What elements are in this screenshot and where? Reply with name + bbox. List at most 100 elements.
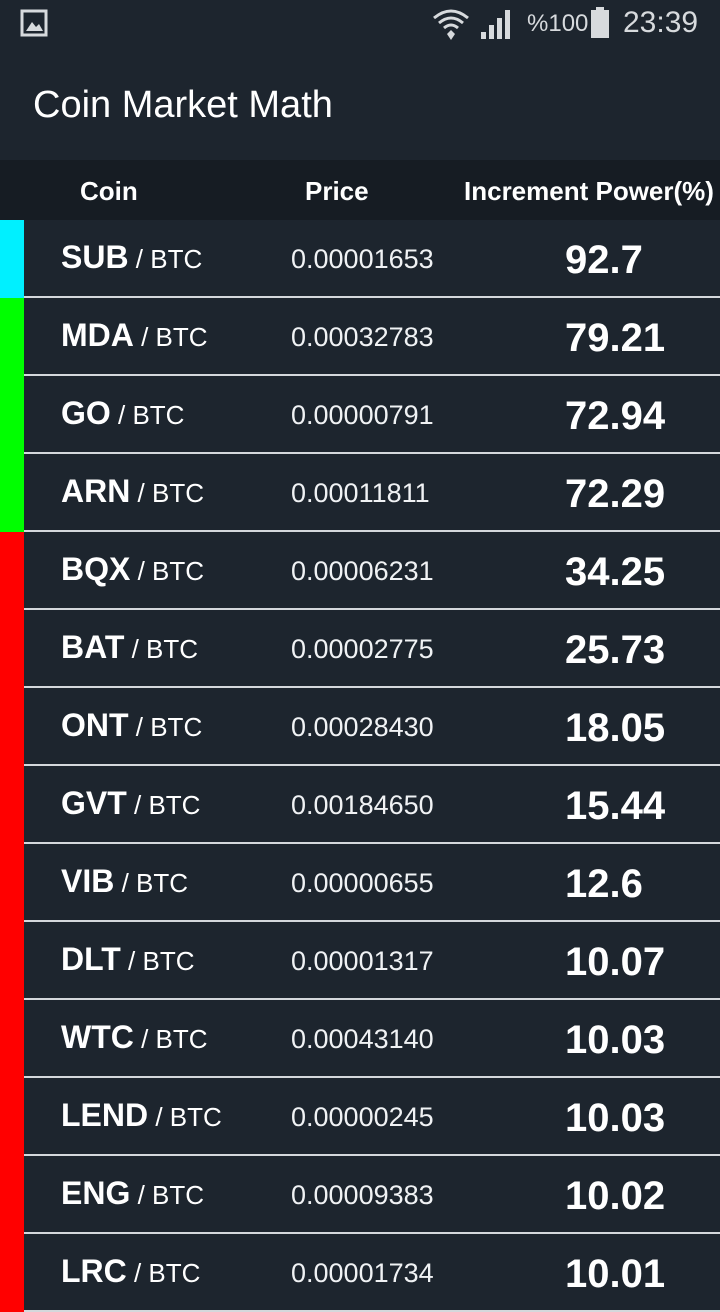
trend-color-bar [0, 454, 24, 532]
coin-symbol: ENG [61, 1175, 131, 1211]
trend-color-bar [0, 844, 24, 922]
coin-row[interactable]: WTC / BTC 0.00043140 10.03 [0, 1000, 720, 1078]
coin-price: 0.00000655 [291, 868, 434, 898]
quote-currency: / BTC [124, 634, 199, 664]
trend-color-bar [0, 1156, 24, 1234]
trend-color-bar [0, 610, 24, 688]
trend-color-bar [0, 220, 24, 298]
trend-color-bar [0, 766, 24, 844]
increment-power: 10.01 [565, 1252, 666, 1296]
increment-power: 12.6 [565, 862, 643, 906]
coin-symbol: DLT [61, 941, 121, 977]
increment-power: 79.21 [565, 316, 666, 360]
coin-row[interactable]: MDA / BTC 0.00032783 79.21 [0, 298, 720, 376]
trend-color-bar [0, 532, 24, 610]
increment-power: 10.03 [565, 1018, 666, 1062]
gallery-icon [20, 9, 48, 37]
coin-row[interactable]: DLT / BTC 0.00001317 10.07 [0, 922, 720, 1000]
increment-power: 10.02 [565, 1174, 666, 1218]
quote-currency: / BTC [133, 322, 208, 352]
coin-row[interactable]: LEND / BTC 0.00000245 10.03 [0, 1078, 720, 1156]
quote-currency: / BTC [126, 1258, 201, 1288]
coin-price: 0.00001317 [291, 946, 434, 976]
coin-pair: GO / BTC [61, 395, 184, 432]
coin-price: 0.00001734 [291, 1258, 434, 1288]
status-bar: %100 23:39 [0, 0, 720, 48]
coin-symbol: ARN [61, 473, 131, 509]
quote-currency: / BTC [120, 946, 195, 976]
quote-currency: / BTC [128, 712, 203, 742]
coin-row[interactable]: LRC / BTC 0.00001734 10.01 [0, 1234, 720, 1312]
coin-pair: BAT / BTC [61, 629, 198, 666]
coin-pair: BQX / BTC [61, 551, 204, 588]
app-title: Coin Market Math [33, 84, 333, 126]
coin-pair: SUB / BTC [61, 239, 202, 276]
quote-currency: / BTC [130, 1180, 205, 1210]
coin-pair: ONT / BTC [61, 707, 202, 744]
wifi-icon [433, 9, 469, 40]
coin-pair: LRC / BTC [61, 1253, 200, 1290]
coin-row[interactable]: VIB / BTC 0.00000655 12.6 [0, 844, 720, 922]
trend-color-bar [0, 688, 24, 766]
quote-currency: / BTC [133, 1024, 208, 1054]
quote-currency: / BTC [148, 1102, 222, 1132]
coin-price: 0.00011811 [291, 478, 430, 508]
increment-power: 25.73 [565, 628, 666, 672]
coin-symbol: SUB [61, 239, 129, 275]
coin-row[interactable]: SUB / BTC 0.00001653 92.7 [0, 220, 720, 298]
coin-symbol: GVT [61, 785, 127, 821]
coin-symbol: MDA [61, 317, 134, 353]
coin-row[interactable]: GVT / BTC 0.00184650 15.44 [0, 766, 720, 844]
coin-row[interactable]: ENG / BTC 0.00009383 10.02 [0, 1156, 720, 1234]
coin-symbol: VIB [61, 863, 115, 899]
coin-price: 0.00000791 [291, 400, 434, 430]
coin-symbol: BQX [61, 551, 131, 587]
coin-row[interactable]: BQX / BTC 0.00006231 34.25 [0, 532, 720, 610]
coin-price: 0.00184650 [291, 790, 434, 820]
coin-row[interactable]: ONT / BTC 0.00028430 18.05 [0, 688, 720, 766]
coin-row[interactable]: ARN / BTC 0.00011811 72.29 [0, 454, 720, 532]
increment-power: 10.07 [565, 940, 666, 984]
coin-price: 0.00000245 [291, 1102, 434, 1132]
coin-symbol: WTC [61, 1019, 134, 1055]
coin-price: 0.00006231 [291, 556, 434, 586]
increment-power: 72.94 [565, 394, 666, 438]
coin-price: 0.00043140 [291, 1024, 434, 1054]
coin-symbol: GO [61, 395, 111, 431]
coin-list[interactable]: SUB / BTC 0.00001653 92.7 MDA / BTC 0.00… [0, 220, 720, 1312]
battery-icon [591, 7, 609, 38]
coin-symbol: BAT [61, 629, 125, 665]
quote-currency: / BTC [110, 400, 185, 430]
coin-pair: WTC / BTC [61, 1019, 208, 1056]
increment-power: 15.44 [565, 784, 666, 828]
quote-currency: / BTC [130, 478, 204, 508]
quote-currency: / BTC [114, 868, 189, 898]
quote-currency: / BTC [126, 790, 201, 820]
trend-color-bar [0, 298, 24, 376]
coin-row[interactable]: BAT / BTC 0.00002775 25.73 [0, 610, 720, 688]
coin-pair: LEND / BTC [61, 1097, 222, 1134]
trend-color-bar [0, 376, 24, 454]
trend-color-bar [0, 922, 24, 1000]
trend-color-bar [0, 1234, 24, 1312]
coin-price: 0.00001653 [291, 244, 434, 274]
clock: 23:39 [623, 6, 699, 39]
increment-power: 10.03 [565, 1096, 666, 1140]
coin-pair: VIB / BTC [61, 863, 188, 900]
coin-pair: ENG / BTC [61, 1175, 204, 1212]
coin-price: 0.00002775 [291, 634, 434, 664]
increment-power: 18.05 [565, 706, 666, 750]
trend-color-bar [0, 1078, 24, 1156]
column-header-price[interactable]: Price [305, 176, 369, 206]
quote-currency: / BTC [128, 244, 203, 274]
quote-currency: / BTC [130, 556, 205, 586]
column-header-increment-power[interactable]: Increment Power(%) [464, 176, 714, 206]
coin-pair: GVT / BTC [61, 785, 200, 822]
coin-price: 0.00009383 [291, 1180, 434, 1210]
coin-price: 0.00032783 [291, 322, 434, 352]
battery-percent: %100 [527, 10, 589, 37]
column-header-coin[interactable]: Coin [80, 176, 138, 206]
coin-row[interactable]: GO / BTC 0.00000791 72.94 [0, 376, 720, 454]
coin-price: 0.00028430 [291, 712, 434, 742]
coin-pair: MDA / BTC [61, 317, 208, 354]
